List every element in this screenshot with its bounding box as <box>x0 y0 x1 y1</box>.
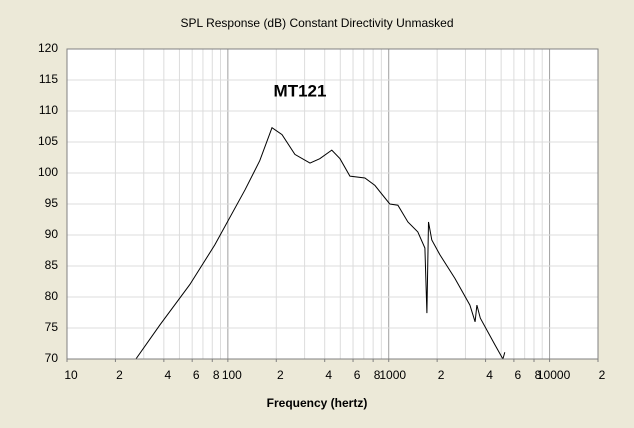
x-tick-label: 2 <box>277 368 284 382</box>
x-tick-label: 8 <box>213 368 220 382</box>
y-tick-label: 105 <box>38 134 58 148</box>
chart-title: SPL Response (dB) Constant Directivity U… <box>181 16 454 30</box>
x-tick-label: 10000 <box>537 368 571 382</box>
x-tick-label: 8 <box>374 368 381 382</box>
x-tick-label: 2 <box>599 368 606 382</box>
y-tick-label: 120 <box>38 41 58 55</box>
plot-border <box>66 48 599 360</box>
y-tick-label: 110 <box>39 103 58 117</box>
y-tick-label: 85 <box>45 258 59 272</box>
x-axis-label: Frequency (hertz) <box>267 396 368 410</box>
y-tick-label: 100 <box>38 165 58 179</box>
x-tick-label: 2 <box>438 368 445 382</box>
x-tick-label: 6 <box>354 368 361 382</box>
y-tick-label: 70 <box>45 351 59 365</box>
x-tick-label: 10 <box>64 368 78 382</box>
x-tick-label: 6 <box>515 368 522 382</box>
x-tick-label: 4 <box>165 368 172 382</box>
x-tick-label: 8 <box>535 368 542 382</box>
x-tick-label: 6 <box>193 368 200 382</box>
x-tick-label: 1000 <box>379 368 406 382</box>
x-tick-label: 4 <box>325 368 332 382</box>
series-line <box>135 126 506 359</box>
x-tick-label: 4 <box>486 368 493 382</box>
y-tick-label: 90 <box>45 227 59 241</box>
x-tick-label: 100 <box>222 368 242 382</box>
y-tick-label: 115 <box>39 72 58 86</box>
annotation: MT121 <box>274 81 327 100</box>
y-tick-label: 95 <box>45 196 59 210</box>
y-tick-label: 80 <box>45 289 59 303</box>
y-tick-label: 75 <box>45 320 59 334</box>
x-tick-label: 2 <box>116 368 123 382</box>
